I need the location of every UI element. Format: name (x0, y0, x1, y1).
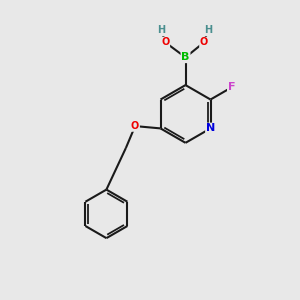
Text: O: O (161, 38, 170, 47)
Text: O: O (200, 38, 208, 47)
Text: H: H (157, 25, 165, 35)
Text: B: B (181, 52, 190, 62)
Text: N: N (206, 123, 215, 134)
Text: F: F (228, 82, 235, 92)
Text: H: H (204, 25, 212, 35)
Text: O: O (131, 121, 139, 131)
